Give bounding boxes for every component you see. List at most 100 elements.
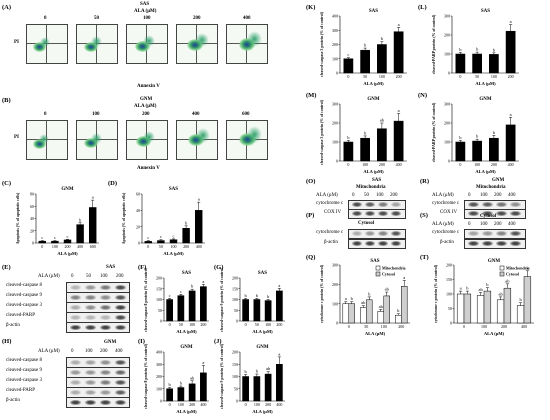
significance-letter: a bbox=[278, 351, 280, 356]
chart-title: GNM bbox=[479, 97, 492, 102]
wb-p-fraction: Cytosol bbox=[358, 221, 374, 226]
x-axis-label: ALA (μM) bbox=[252, 409, 273, 414]
bar bbox=[395, 315, 401, 323]
x-tick-label: 200 bbox=[379, 162, 385, 167]
flow-plot-a-1 bbox=[26, 24, 68, 64]
wb-h-dose-2: 200 bbox=[100, 349, 108, 354]
significance-letter: b bbox=[476, 134, 479, 139]
y-tick-label: 0 bbox=[236, 319, 238, 324]
wb-h-row-label-0: cleaved-caspase 8 bbox=[6, 358, 42, 363]
chart-k-caspase3-sas: SAS 0 100 200 300 400 cleaved-caspase 3 protei… bbox=[318, 6, 410, 86]
bar bbox=[170, 240, 177, 243]
y-tick-label: 100 bbox=[232, 374, 238, 379]
wb-o-dose-0: 0 bbox=[352, 193, 355, 198]
chart-t-svg: GNM050100150200cytochrome c protein (% o… bbox=[432, 256, 538, 336]
x-tick-label: 100 bbox=[491, 74, 497, 79]
wb-s-row-label-0: cytochrome c bbox=[432, 230, 459, 235]
bar bbox=[157, 241, 164, 243]
bar bbox=[167, 389, 173, 401]
flow-a-cell-line: SAS bbox=[140, 2, 149, 7]
y-tick-label: 100 bbox=[332, 56, 338, 61]
x-tick-label: 0 bbox=[41, 244, 43, 249]
wb-s-dose-3: 400 bbox=[508, 222, 516, 227]
panel-label-c: (C) bbox=[2, 180, 11, 187]
y-tick-label: 60 bbox=[136, 192, 140, 197]
x-tick-label: 400 bbox=[276, 402, 282, 407]
wb-s-fraction: Cytosol bbox=[480, 214, 496, 219]
bar bbox=[489, 54, 498, 73]
flow-b-dose-1: 100 bbox=[92, 112, 100, 117]
x-axis-label: ALA (μM) bbox=[163, 251, 184, 256]
significance-letter: c bbox=[347, 52, 349, 57]
chart-title: GNM bbox=[367, 97, 380, 102]
y-tick-label: 100 bbox=[156, 297, 162, 302]
flow-a-x-axis-label: Annexin V bbox=[137, 84, 160, 89]
significance-letter: c bbox=[67, 234, 69, 239]
wb-e-dose-0: 0 bbox=[71, 274, 74, 279]
wb-r-fraction: Mitochondria bbox=[476, 185, 505, 190]
wb-s-row-label-1: β-actin bbox=[440, 240, 454, 245]
wb-o-row-label-0: cytochrome c bbox=[316, 201, 343, 206]
bar bbox=[457, 294, 464, 323]
y-tick-label: 400 bbox=[156, 350, 162, 355]
bar bbox=[254, 300, 260, 322]
y-tick-label: 300 bbox=[332, 102, 338, 107]
significance-letter: a bbox=[398, 22, 400, 27]
bar bbox=[343, 304, 349, 323]
significance-letter: b bbox=[256, 293, 259, 298]
bar bbox=[361, 138, 370, 161]
wb-r-dose-0: 0 bbox=[468, 193, 471, 198]
wb-h-row-label-1: cleaved-caspase 9 bbox=[6, 368, 42, 373]
y-tick-label: 100 bbox=[332, 140, 338, 145]
significance-letter: b bbox=[459, 135, 462, 140]
x-axis-label: ALA (μM) bbox=[176, 329, 197, 334]
wb-o-dose-1: 50 bbox=[364, 193, 369, 198]
legend-swatch bbox=[376, 266, 380, 270]
flow-a-dose-1: 50 bbox=[94, 16, 99, 21]
chart-f-svg: SAS050100150200cleaved-caspase 8 protein… bbox=[142, 268, 212, 334]
flow-b-dose-3: 400 bbox=[192, 112, 200, 117]
panel-label-d: (D) bbox=[108, 180, 117, 187]
wb-s-blot-0 bbox=[464, 229, 526, 239]
significance-letter: b bbox=[185, 220, 188, 225]
bar bbox=[401, 286, 407, 323]
chart-title: SAS bbox=[369, 9, 378, 14]
bar bbox=[377, 129, 386, 161]
chart-d-apoptosis-sas: SAS 0 20 40 60 Apoptosis (% of apoptotic cell… bbox=[120, 184, 208, 256]
significance-letter: b bbox=[493, 47, 496, 52]
x-tick-label: 100 bbox=[171, 244, 177, 249]
significance-letter: b bbox=[245, 293, 248, 298]
bar bbox=[51, 241, 58, 243]
significance-letter: b bbox=[267, 294, 270, 299]
wb-h-ala-label: ALA (μM) bbox=[38, 349, 60, 354]
chart-title: SAS bbox=[182, 271, 191, 276]
significance-letter: a bbox=[460, 286, 462, 291]
significance-letter: b bbox=[381, 36, 384, 41]
significance-letter: b bbox=[169, 382, 172, 387]
x-tick-label: 0 bbox=[463, 324, 465, 329]
y-tick-label: 100 bbox=[446, 292, 452, 297]
legend-label: Mitochondria bbox=[382, 266, 406, 271]
y-tick-label: 0 bbox=[336, 159, 338, 164]
y-axis-label: cleaved-caspase 3 protein (% of control) bbox=[320, 11, 324, 77]
significance-letter: c bbox=[41, 235, 43, 240]
significance-letter: b bbox=[466, 286, 469, 291]
significance-letter: b bbox=[364, 130, 367, 135]
significance-letter: ab bbox=[498, 291, 503, 296]
chart-k-svg: SAS 0 100 200 300 400 cleaved-caspase 3 protei… bbox=[318, 6, 410, 86]
bar bbox=[456, 54, 465, 73]
panel-label-t: (T) bbox=[420, 254, 429, 261]
x-tick-label: 200 bbox=[508, 74, 514, 79]
chart-title: SAS bbox=[481, 9, 490, 14]
significance-letter: b bbox=[347, 135, 350, 140]
wb-e-row-label-3: cleaved-PARP bbox=[6, 313, 35, 318]
y-tick-label: 200 bbox=[232, 276, 238, 281]
panel-label-l: (L) bbox=[418, 4, 427, 11]
bar bbox=[464, 294, 471, 323]
y-tick-label: 150 bbox=[446, 277, 452, 282]
x-tick-label: 0 bbox=[347, 162, 349, 167]
legend-label: Cytosol bbox=[382, 272, 396, 277]
y-axis-label: cleaved-caspase 9 protein (% of control) bbox=[220, 343, 224, 409]
flow-plot-b-4 bbox=[176, 120, 218, 160]
bar bbox=[39, 241, 46, 243]
